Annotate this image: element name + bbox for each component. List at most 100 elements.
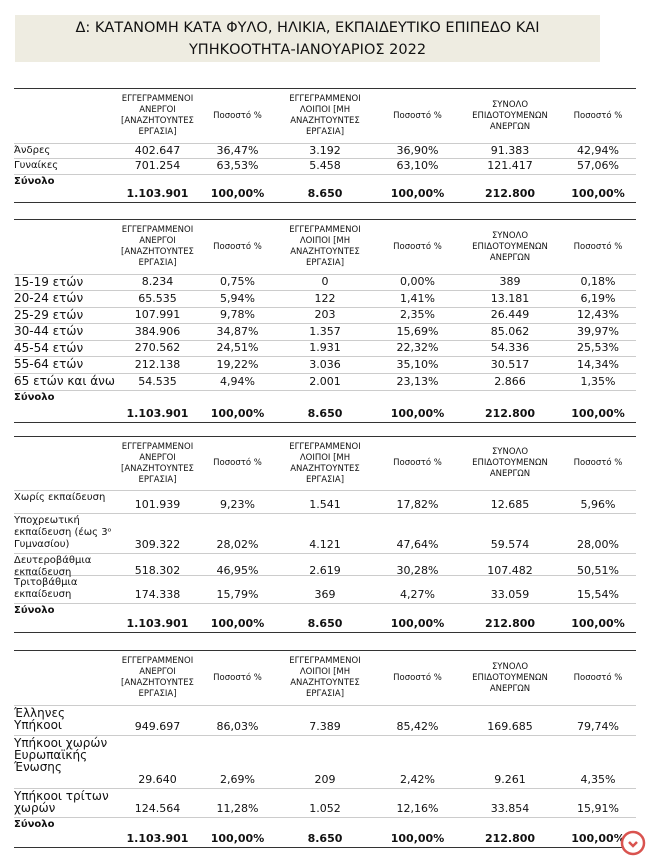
column-header: Ποσοστό % <box>213 672 262 683</box>
cell-value: 0,00% <box>400 275 435 288</box>
cell-value: 28,00% <box>577 538 619 551</box>
cell-value: 212.800 <box>484 832 536 845</box>
header-spacer <box>14 437 115 490</box>
cell-value: 5.458 <box>309 159 341 172</box>
cell-value: 4,35% <box>580 773 616 786</box>
cell-value: 0 <box>321 275 329 288</box>
cell-value: 15,69% <box>396 325 439 338</box>
cell-value: 54.535 <box>138 375 177 388</box>
cell-value: 212.138 <box>134 358 181 371</box>
cell-value: 2,69% <box>220 773 255 786</box>
cell-value: 8.234 <box>141 275 174 288</box>
zoom-icon <box>620 830 646 856</box>
column-header: Ποσοστό % <box>573 672 623 683</box>
cell-value: 5,96% <box>580 498 616 511</box>
cell-value: 2,35% <box>400 308 435 321</box>
cell-value: 86,03% <box>216 720 259 733</box>
cell-value: 100,00% <box>390 832 445 845</box>
cell-value: 85.062 <box>490 325 530 338</box>
cell-value: 100,00% <box>210 617 265 630</box>
row-label: 45-54 ετών <box>14 341 84 355</box>
cell-value: 1,35% <box>580 375 616 388</box>
cell-value: 384.906 <box>134 325 181 338</box>
data-row: Έλληνες Υπήκοοι 949.697 86,03% 7.389 85,42% 1… <box>14 706 636 736</box>
cell-value: 1.103.901 <box>126 617 189 630</box>
column-header: ΕΓΓΕΓΡΑΜΜΕΝΟΙ ΛΟΙΠΟΙ [ΜΗ ΑΝΑΖΗΤΟΥΝΤΕΣ ΕΡ… <box>289 656 361 699</box>
column-header: ΣΥΝΟΛΟ ΕΠΙΔΟΤΟΥΜΕΝΩΝ ΑΝΕΡΓΩΝ <box>472 661 548 694</box>
cell-value: 28,02% <box>216 538 259 551</box>
header-row: ΕΓΓΕΓΡΑΜΜΕΝΟΙ ΑΝΕΡΓΟΙ [ΑΝΑΖΗΤΟΥΝΤΕΣ ΕΡΓΑ… <box>14 651 636 706</box>
data-row: Χωρίς εκπαίδευση 101.939 9,23% 1.541 17,82% 1… <box>14 491 636 514</box>
cell-value: 369 <box>314 588 336 601</box>
cell-value: 4,27% <box>400 588 435 601</box>
table: ΕΓΓΕΓΡΑΜΜΕΝΟΙ ΑΝΕΡΓΟΙ [ΑΝΑΖΗΤΟΥΝΤΕΣ ΕΡΓΑ… <box>14 88 636 203</box>
cell-value: 174.338 <box>134 588 181 601</box>
row-label: 20-24 ετών <box>14 291 84 305</box>
column-header: ΕΓΓΕΓΡΑΜΜΕΝΟΙ ΑΝΕΡΓΟΙ [ΑΝΑΖΗΤΟΥΝΤΕΣ ΕΡΓΑ… <box>121 225 194 268</box>
cell-value: 2,42% <box>400 773 435 786</box>
cell-value: 212.800 <box>484 407 536 420</box>
row-label: 30-44 ετών <box>14 324 84 338</box>
row-label: Υπήκοοι χωρών Ευρωπαϊκής Ένωσης <box>14 736 108 774</box>
cell-value: 65.535 <box>138 292 177 305</box>
data-row: 65 ετών και άνω 54.535 4,94% 2.001 23,13% 2.8… <box>14 374 636 391</box>
row-label: Δευτεροβάθμια εκπαίδευση <box>14 555 92 578</box>
row-label: 25-29 ετών <box>14 308 84 322</box>
cell-value: 91.383 <box>490 144 530 157</box>
column-header: Ποσοστό % <box>573 110 623 121</box>
cell-value: 121.417 <box>487 159 533 172</box>
column-header: Ποσοστό % <box>573 241 623 252</box>
cell-value: 100,00% <box>571 187 625 200</box>
data-row: Υπήκοοι τρίτων χωρών 124.564 11,28% 1.052 12… <box>14 789 636 818</box>
cell-value: 36,90% <box>396 144 439 157</box>
cell-value: 30,28% <box>396 564 439 577</box>
data-row: 20-24 ετών 65.535 5,94% 122 1,41% 13.181 6,19% <box>14 291 636 308</box>
cell-value: 100,00% <box>571 407 625 420</box>
cell-value: 107.991 <box>134 308 181 321</box>
cell-value: 3.192 <box>309 144 341 157</box>
column-header: ΕΓΓΕΓΡΑΜΜΕΝΟΙ ΑΝΕΡΓΟΙ [ΑΝΑΖΗΤΟΥΝΤΕΣ ΕΡΓΑ… <box>121 441 194 485</box>
cell-value: 8.650 <box>307 832 343 845</box>
header-row: ΕΓΓΕΓΡΑΜΜΕΝΟΙ ΑΝΕΡΓΟΙ [ΑΝΑΖΗΤΟΥΝΤΕΣ ΕΡΓΑ… <box>14 437 636 491</box>
row-label: Γυναίκες <box>14 160 59 171</box>
header-row: ΕΓΓΕΓΡΑΜΜΕΝΟΙ ΑΝΕΡΓΟΙ [ΑΝΑΖΗΤΟΥΝΤΕΣ ΕΡΓΑ… <box>14 89 636 144</box>
total-row: Σύνολο 1.103.901 100,00% 8.650 100,00% 212.80… <box>14 604 636 632</box>
cell-value: 100,00% <box>390 407 445 420</box>
cell-value: 34,87% <box>216 325 259 338</box>
cell-value: 57,06% <box>577 159 619 172</box>
cell-value: 1.103.901 <box>126 187 189 200</box>
cell-value: 54.336 <box>490 341 530 354</box>
header-row: ΕΓΓΕΓΡΑΜΜΕΝΟΙ ΑΝΕΡΓΟΙ [ΑΝΑΖΗΤΟΥΝΤΕΣ ΕΡΓΑ… <box>14 220 636 275</box>
cell-value: 12.685 <box>490 498 530 511</box>
data-row: Υπήκοοι χωρών Ευρωπαϊκής Ένωσης 29.640 2,6… <box>14 736 636 789</box>
cell-value: 203 <box>314 308 336 321</box>
column-header: ΕΓΓΕΓΡΑΜΜΕΝΟΙ ΛΟΙΠΟΙ [ΜΗ ΑΝΑΖΗΤΟΥΝΤΕΣ ΕΡ… <box>289 94 361 137</box>
data-row: Υποχρεωτική εκπαίδευση (έως 3ᵒ Γυμνασίου… <box>14 514 636 554</box>
cell-value: 4,94% <box>220 375 255 388</box>
cell-value: 15,79% <box>216 588 259 601</box>
cell-value: 22,32% <box>396 341 439 354</box>
cell-value: 59.574 <box>490 538 530 551</box>
total-row: Σύνολο 1.103.901 100,00% 8.650 100,00% 212.80… <box>14 391 636 422</box>
cell-value: 100,00% <box>571 832 625 845</box>
row-label: 65 ετών και άνω <box>14 374 115 388</box>
column-header: Ποσοστό % <box>213 110 262 121</box>
cell-value: 2.001 <box>309 375 341 388</box>
column-header: Ποσοστό % <box>213 458 262 468</box>
row-label: Υποχρεωτική εκπαίδευση (έως 3ᵒ Γυμνασίου… <box>14 515 112 550</box>
row-label: Σύνολο <box>14 392 55 403</box>
cell-value: 100,00% <box>210 832 265 845</box>
column-header: Ποσοστό % <box>393 458 442 468</box>
row-label: Σύνολο <box>14 605 55 616</box>
cell-value: 701.254 <box>134 159 181 172</box>
cell-value: 15,54% <box>577 588 619 601</box>
cell-value: 7.389 <box>309 720 341 733</box>
cell-value: 42,94% <box>577 144 619 157</box>
row-label: 15-19 ετών <box>14 275 84 289</box>
cell-value: 309.322 <box>134 538 181 551</box>
total-row: Σύνολο 1.103.901 100,00% 8.650 100,00% 212.80… <box>14 175 636 202</box>
cell-value: 30.517 <box>490 358 530 371</box>
cell-value: 1.541 <box>309 498 341 511</box>
column-header: ΣΥΝΟΛΟ ΕΠΙΔΟΤΟΥΜΕΝΩΝ ΑΝΕΡΓΩΝ <box>472 230 548 263</box>
cell-value: 100,00% <box>390 617 445 630</box>
